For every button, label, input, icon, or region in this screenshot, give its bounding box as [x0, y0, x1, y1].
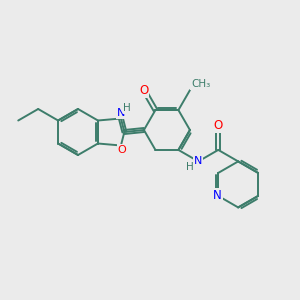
Text: O: O [214, 119, 223, 132]
Text: O: O [118, 145, 126, 154]
Text: H: H [187, 162, 194, 172]
Text: CH₃: CH₃ [191, 79, 210, 89]
Text: N: N [194, 156, 202, 167]
Text: N: N [117, 109, 125, 118]
Text: N: N [213, 189, 222, 203]
Text: H: H [123, 103, 131, 113]
Text: O: O [139, 84, 148, 97]
